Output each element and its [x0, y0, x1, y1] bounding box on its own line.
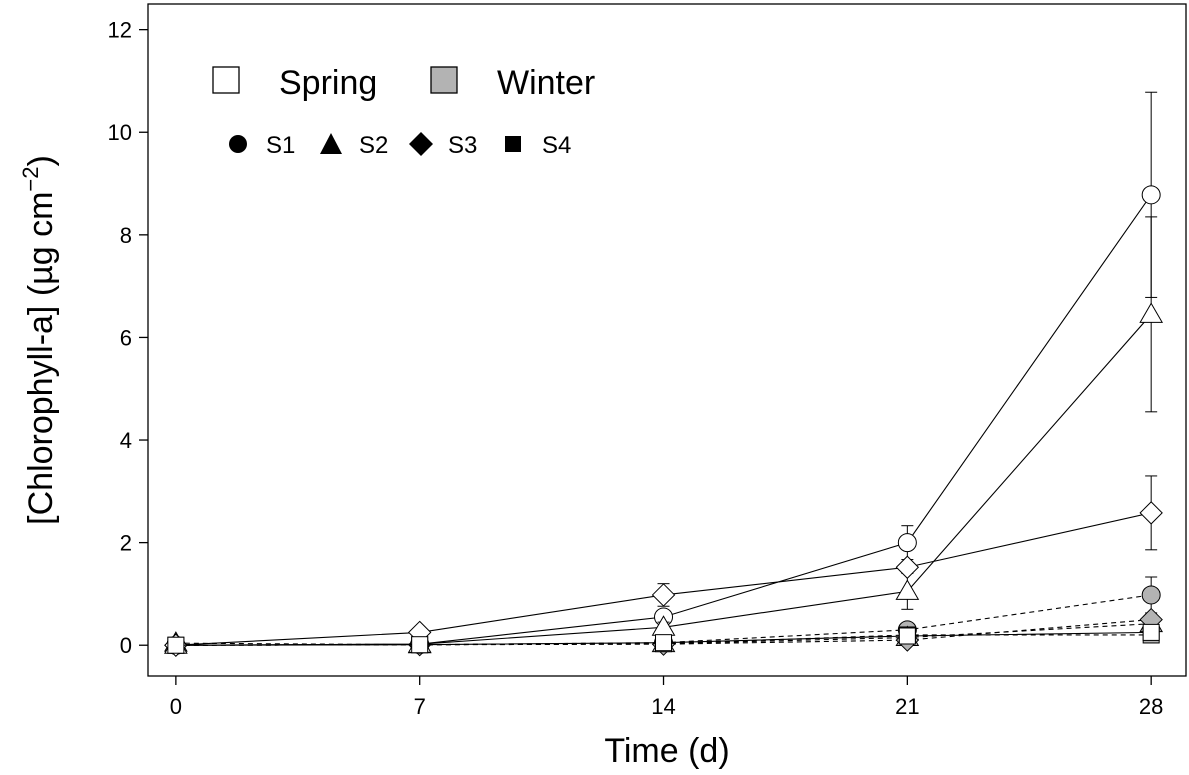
spring-s2-point — [895, 579, 920, 600]
x-tick-label: 28 — [1139, 694, 1163, 719]
spring-s1-point — [897, 533, 917, 553]
legend-s4-marker — [505, 136, 521, 152]
plot-frame — [147, 3, 1187, 677]
x-tick-label: 7 — [414, 694, 426, 719]
spring-s1-line — [175, 194, 1152, 646]
y-tick-label: 8 — [120, 223, 132, 248]
legend-winter-label: Winter — [497, 64, 595, 102]
y-tick-label: 0 — [120, 633, 132, 658]
spring-s4-point — [167, 636, 185, 654]
spring-s3-point — [1139, 501, 1163, 525]
legend-s2-marker — [320, 133, 342, 154]
spring-s4-point — [1142, 623, 1160, 641]
data-series — [163, 91, 1164, 657]
y-tick-label: 6 — [120, 325, 132, 350]
winter-s1-point — [1141, 585, 1161, 605]
spring-s1-series — [166, 91, 1161, 655]
legend-s3-label: S3 — [448, 132, 477, 159]
x-tick-label: 21 — [895, 694, 919, 719]
spring-s4-series — [167, 623, 1160, 654]
spring-s3-point — [651, 583, 676, 607]
legend-spring-swatch — [212, 66, 240, 94]
legend-s1-marker — [229, 135, 247, 153]
y-tick-label: 2 — [120, 531, 132, 556]
y-tick-label: 12 — [108, 18, 132, 43]
x-axis: 0 7 14 21 28 — [170, 676, 1163, 719]
spring-s4-point — [898, 627, 916, 645]
spring-s3-point — [895, 555, 920, 579]
y-axis-title-main: [Chlorophyll-a] (µg cm — [22, 192, 60, 525]
y-tick-label: 4 — [120, 428, 132, 453]
y-axis-title-close: ) — [22, 155, 60, 166]
legend-s3-marker — [409, 132, 433, 156]
y-axis: 0 2 4 6 8 10 12 — [108, 18, 148, 658]
spring-s4-point — [411, 636, 429, 654]
y-axis-title: [Chlorophyll-a] (µg cm−2) — [18, 155, 60, 525]
spring-s4-point — [655, 634, 673, 652]
legend-winter-swatch — [430, 66, 458, 94]
spring-s2-point — [1139, 302, 1164, 323]
legend-s1-label: S1 — [266, 132, 295, 159]
legend-s4-label: S4 — [542, 132, 571, 159]
x-tick-label: 0 — [170, 694, 182, 719]
legend-spring-label: Spring — [279, 64, 377, 102]
x-tick-label: 14 — [651, 694, 675, 719]
legend: Spring Winter S1 S2 S3 S4 — [212, 64, 595, 159]
spring-s1-point — [1141, 185, 1161, 205]
legend-s2-label: S2 — [359, 132, 388, 159]
y-tick-label: 10 — [108, 120, 132, 145]
x-axis-title: Time (d) — [604, 732, 729, 770]
y-axis-title-superscript: −2 — [18, 166, 43, 191]
